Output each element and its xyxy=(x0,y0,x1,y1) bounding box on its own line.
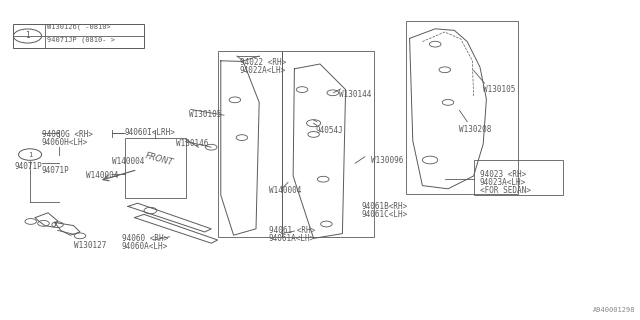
Text: A940001298: A940001298 xyxy=(593,307,635,313)
Circle shape xyxy=(439,67,451,73)
Bar xyxy=(474,160,563,195)
Text: FRONT: FRONT xyxy=(144,151,174,167)
Bar xyxy=(406,21,518,194)
Text: 94071P: 94071P xyxy=(42,166,69,175)
Bar xyxy=(13,24,144,48)
Text: 94061C<LH>: 94061C<LH> xyxy=(362,210,408,219)
Text: 94054J: 94054J xyxy=(316,126,343,135)
Circle shape xyxy=(19,149,42,160)
Text: 94061 <RH>: 94061 <RH> xyxy=(269,226,315,235)
Text: W140004: W140004 xyxy=(86,171,119,180)
Circle shape xyxy=(236,135,248,140)
Text: W140004: W140004 xyxy=(112,157,145,166)
Circle shape xyxy=(429,41,441,47)
Text: 1: 1 xyxy=(28,152,32,157)
Circle shape xyxy=(321,221,332,227)
Text: 94060 <RH>: 94060 <RH> xyxy=(122,234,168,243)
Text: W130105: W130105 xyxy=(189,110,222,119)
Bar xyxy=(125,138,186,198)
Text: 94060G <RH>: 94060G <RH> xyxy=(42,130,92,139)
Text: 1: 1 xyxy=(25,31,30,41)
Circle shape xyxy=(144,207,157,214)
Circle shape xyxy=(25,219,36,224)
Text: 94071P: 94071P xyxy=(14,162,42,171)
Text: 94022 <RH>: 94022 <RH> xyxy=(240,58,286,67)
Circle shape xyxy=(74,233,86,239)
Text: 94023 <RH>: 94023 <RH> xyxy=(480,170,526,179)
Circle shape xyxy=(317,176,329,182)
Circle shape xyxy=(52,222,63,228)
Text: W130127: W130127 xyxy=(74,241,106,250)
Circle shape xyxy=(205,144,217,150)
Text: 94023A<LH>: 94023A<LH> xyxy=(480,178,526,187)
Text: <FOR SEDAN>: <FOR SEDAN> xyxy=(480,186,531,195)
Text: W130146: W130146 xyxy=(176,139,209,148)
Text: W130096: W130096 xyxy=(371,156,404,165)
Circle shape xyxy=(307,120,321,127)
Text: W130105: W130105 xyxy=(483,85,516,94)
Text: 94061B<RH>: 94061B<RH> xyxy=(362,202,408,211)
Circle shape xyxy=(13,29,42,43)
Circle shape xyxy=(38,220,49,226)
Circle shape xyxy=(442,100,454,105)
Text: 94022A<LH>: 94022A<LH> xyxy=(240,66,286,75)
Text: 94060H<LH>: 94060H<LH> xyxy=(42,138,88,147)
Circle shape xyxy=(422,156,438,164)
Text: W130208: W130208 xyxy=(459,125,492,134)
Circle shape xyxy=(296,87,308,92)
Bar xyxy=(218,51,282,237)
Text: W130126( -0810>: W130126( -0810> xyxy=(47,23,111,30)
Bar xyxy=(282,51,374,237)
Text: 94060A<LH>: 94060A<LH> xyxy=(122,242,168,251)
Text: 94060I<LRH>: 94060I<LRH> xyxy=(125,128,175,137)
Circle shape xyxy=(229,97,241,103)
Text: W140004: W140004 xyxy=(269,186,301,195)
Text: 94061A<LH>: 94061A<LH> xyxy=(269,234,315,243)
Circle shape xyxy=(308,132,319,137)
Circle shape xyxy=(327,90,339,96)
Text: 94071JP (0810- >: 94071JP (0810- > xyxy=(47,36,115,43)
Text: W130144: W130144 xyxy=(339,90,372,99)
